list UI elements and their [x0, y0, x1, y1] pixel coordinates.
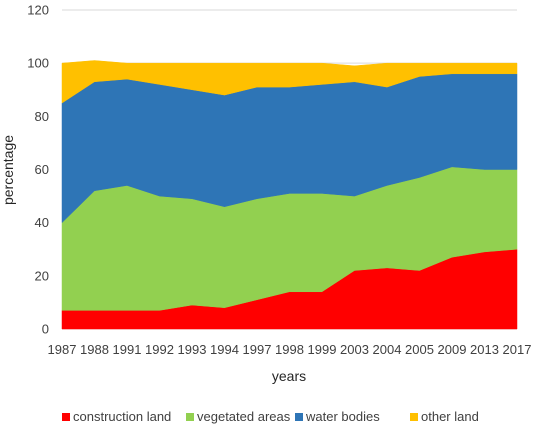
y-axis-ticks: 0 20 40 60 80 100 120 [27, 3, 49, 337]
legend-label: vegetated areas [197, 409, 291, 424]
x-tick-label: 2009 [438, 342, 467, 357]
legend-label: water bodies [305, 409, 380, 424]
area-series [61, 60, 518, 330]
legend-swatch-water-bodies [295, 413, 303, 421]
x-tick-label: 1991 [113, 342, 142, 357]
y-tick-label: 0 [42, 322, 49, 337]
x-tick-label: 2017 [503, 342, 532, 357]
x-tick-label: 1994 [210, 342, 239, 357]
y-tick-label: 40 [35, 215, 49, 230]
y-tick-label: 60 [35, 162, 49, 177]
legend: construction land vegetated areas water bo… [62, 409, 479, 424]
area-other-land [61, 60, 518, 104]
legend-swatch-vegetated-areas [186, 413, 194, 421]
x-tick-label: 1999 [308, 342, 337, 357]
y-tick-label: 20 [35, 268, 49, 283]
legend-label: other land [421, 409, 479, 424]
legend-swatch-construction-land [62, 413, 70, 421]
legend-swatch-other-land [410, 413, 418, 421]
y-tick-label: 120 [27, 3, 49, 18]
x-tick-label: 1987 [48, 342, 77, 357]
legend-label: construction land [73, 409, 171, 424]
x-tick-label: 1992 [145, 342, 174, 357]
y-tick-label: 100 [27, 56, 49, 71]
x-tick-label: 2005 [405, 342, 434, 357]
x-tick-label: 1997 [243, 342, 272, 357]
x-tick-label: 1993 [178, 342, 207, 357]
x-axis-title: years [272, 368, 306, 384]
y-axis-title: percentage [0, 135, 16, 205]
x-tick-label: 2013 [470, 342, 499, 357]
x-axis-ticks: 1987 1988 1991 1992 1993 1994 1997 1998 1999 2003… [48, 342, 532, 357]
x-tick-label: 2003 [340, 342, 369, 357]
x-tick-label: 1998 [275, 342, 304, 357]
x-tick-label: 1988 [80, 342, 109, 357]
x-tick-label: 2004 [373, 342, 402, 357]
y-tick-label: 80 [35, 109, 49, 124]
